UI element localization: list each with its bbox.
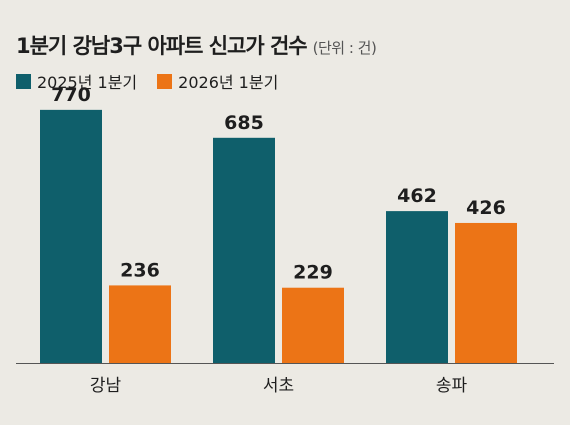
data-label-2025-0: 770 xyxy=(51,84,91,106)
legend-item-2025: 2025년 1분기 xyxy=(16,69,137,93)
chart-unit: (단위 : 건) xyxy=(312,39,377,57)
data-label-2026-2: 426 xyxy=(466,197,506,219)
x-tick-label-2: 송파 xyxy=(436,376,468,396)
data-label-2026-1: 229 xyxy=(293,262,333,284)
legend: 2025년 1분기 2026년 1분기 xyxy=(16,69,298,93)
bar-2025-2 xyxy=(386,211,448,363)
chart-title: 1분기 강남3구 아파트 신고가 건수 xyxy=(16,34,308,58)
legend-item-2026: 2026년 1분기 xyxy=(157,69,278,93)
legend-label-2026: 2026년 1분기 xyxy=(178,73,279,92)
bar-2026-1 xyxy=(282,287,344,363)
bar-2025-0 xyxy=(40,109,102,363)
bar-2025-1 xyxy=(213,137,275,363)
data-label-2026-0: 236 xyxy=(120,259,160,281)
legend-label-2025: 2025년 1분기 xyxy=(37,73,138,92)
x-tick-label-1: 서초 xyxy=(263,376,294,396)
x-tick-label-0: 강남 xyxy=(90,376,122,396)
data-label-2025-2: 462 xyxy=(397,185,437,207)
legend-swatch-2025 xyxy=(16,73,31,89)
data-label-2025-1: 685 xyxy=(224,112,264,134)
bar-2026-2 xyxy=(455,222,517,363)
bar-2026-0 xyxy=(109,285,171,363)
chart-header: 1분기 강남3구 아파트 신고가 건수 (단위 : 건) xyxy=(16,30,377,60)
legend-swatch-2026 xyxy=(157,73,173,89)
